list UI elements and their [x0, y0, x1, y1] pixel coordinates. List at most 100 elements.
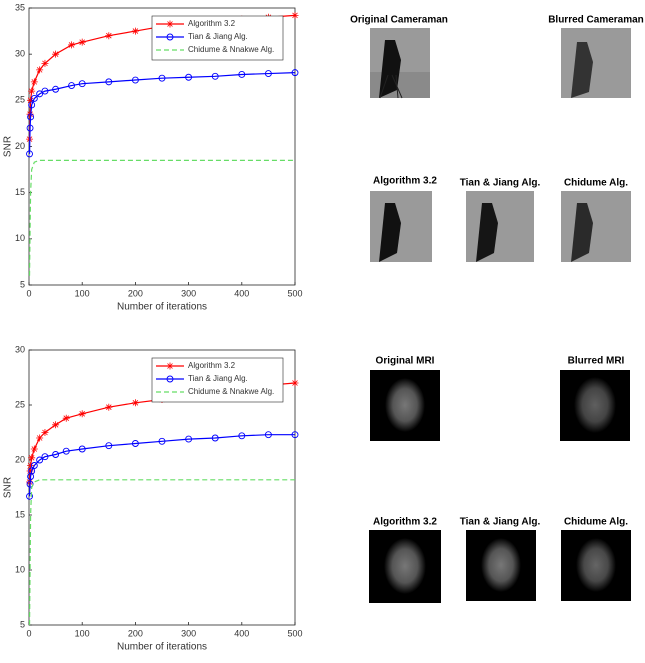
marker [36, 66, 44, 74]
marker [105, 78, 113, 86]
image-caption: Chidume Alg. [564, 517, 628, 528]
marker [238, 432, 246, 440]
marker [27, 113, 35, 121]
image [370, 370, 440, 441]
marker [26, 150, 33, 158]
marker [27, 96, 35, 104]
y-tick-label: 30 [15, 49, 25, 59]
image-caption: Chidume Alg. [564, 178, 628, 189]
image [369, 530, 441, 603]
legend: Algorithm 3.2 Tian & Jiang Alg. Chidume & … [151, 357, 284, 403]
marker [30, 445, 38, 453]
marker [26, 124, 34, 132]
image [561, 28, 631, 98]
marker [105, 403, 113, 411]
y-tick-label: 25 [15, 399, 25, 409]
legend-label: Tian & Jiang Alg. [188, 32, 248, 41]
marker [78, 410, 86, 418]
marker [27, 462, 35, 469]
marker [185, 73, 193, 81]
marker [28, 87, 36, 95]
y-tick-label: 10 [15, 564, 25, 574]
y-tick-label: 15 [15, 187, 25, 197]
image-caption: Algorithm 3.2 [373, 517, 437, 528]
x-tick-label: 400 [234, 628, 249, 638]
marker [131, 440, 139, 447]
marker [26, 480, 34, 488]
marker [68, 82, 76, 90]
marker [105, 32, 113, 40]
image-caption: Blurred MRI [568, 356, 625, 367]
y-tick-label: 10 [15, 233, 25, 243]
y-tick-label: 20 [15, 141, 25, 151]
x-tick-label: 0 [26, 628, 31, 638]
y-tick-label: 25 [15, 95, 25, 105]
cameraman-images [370, 28, 631, 262]
x-tick-label: 400 [234, 288, 249, 298]
marker [291, 431, 299, 439]
series-line [28, 159, 295, 276]
marker [131, 399, 139, 407]
marker [105, 442, 113, 450]
marker [52, 451, 60, 458]
marker [291, 379, 299, 387]
y-axis-label: SNR [3, 136, 14, 157]
legend-label: Algorithm 3.2 [188, 19, 236, 28]
image [561, 191, 631, 262]
marker [158, 74, 166, 82]
legend-label: Tian & Jiang Alg. [188, 374, 248, 383]
marker [36, 456, 44, 464]
image-caption: Blurred Cameraman [548, 15, 644, 26]
x-tick-label: 100 [75, 628, 90, 638]
y-tick-label: 5 [20, 619, 25, 629]
marker [30, 78, 38, 86]
marker [52, 85, 60, 93]
marker [30, 95, 38, 102]
marker [131, 76, 139, 84]
marker [62, 414, 70, 422]
marker [41, 453, 49, 461]
y-tick-label: 35 [15, 2, 25, 12]
marker [185, 435, 193, 443]
marker [264, 431, 272, 439]
image-caption: Original Cameraman [350, 15, 448, 26]
x-tick-label: 100 [75, 288, 90, 298]
marker [36, 434, 44, 442]
marker [41, 429, 49, 436]
x-axis-label: Number of iterations [117, 302, 207, 313]
y-tick-label: 5 [20, 279, 25, 289]
marker [291, 11, 299, 19]
image-caption: Tian & Jiang Alg. [460, 178, 541, 189]
marker [211, 434, 219, 442]
legend-label: Chidume & Nnakwe Alg. [188, 45, 274, 54]
legend: Algorithm 3.2 Tian & Jiang Alg. Chidume & … [151, 15, 284, 61]
marker [26, 478, 34, 486]
marker [166, 20, 174, 28]
x-tick-label: 300 [181, 628, 196, 638]
image [560, 370, 630, 441]
marker [41, 59, 49, 67]
line-chart: 0 100 200 300 400 500 5 10 15 20 25 30 35 Number of i… [3, 2, 303, 312]
x-tick-label: 300 [181, 288, 196, 298]
x-tick-label: 500 [287, 628, 302, 638]
marker [28, 467, 36, 475]
marker [26, 492, 33, 500]
image [561, 530, 631, 601]
marker [166, 362, 174, 370]
x-axis-label: Number of iterations [117, 642, 207, 653]
legend-label: Chidume & Nnakwe Alg. [188, 387, 274, 396]
image [370, 191, 432, 262]
marker [238, 71, 246, 78]
marker [30, 462, 38, 469]
x-tick-label: 200 [128, 288, 143, 298]
line-chart: 0 100 200 300 400 500 5 10 15 20 25 30 Number of ite… [3, 344, 303, 652]
y-axis-label: SNR [3, 477, 14, 498]
marker [211, 72, 219, 80]
marker [78, 80, 86, 88]
image [466, 191, 534, 262]
series-line [28, 434, 295, 497]
marker [166, 33, 174, 41]
legend-label: Algorithm 3.2 [188, 361, 236, 370]
image-caption: Original MRI [376, 356, 435, 367]
marker [28, 454, 36, 462]
